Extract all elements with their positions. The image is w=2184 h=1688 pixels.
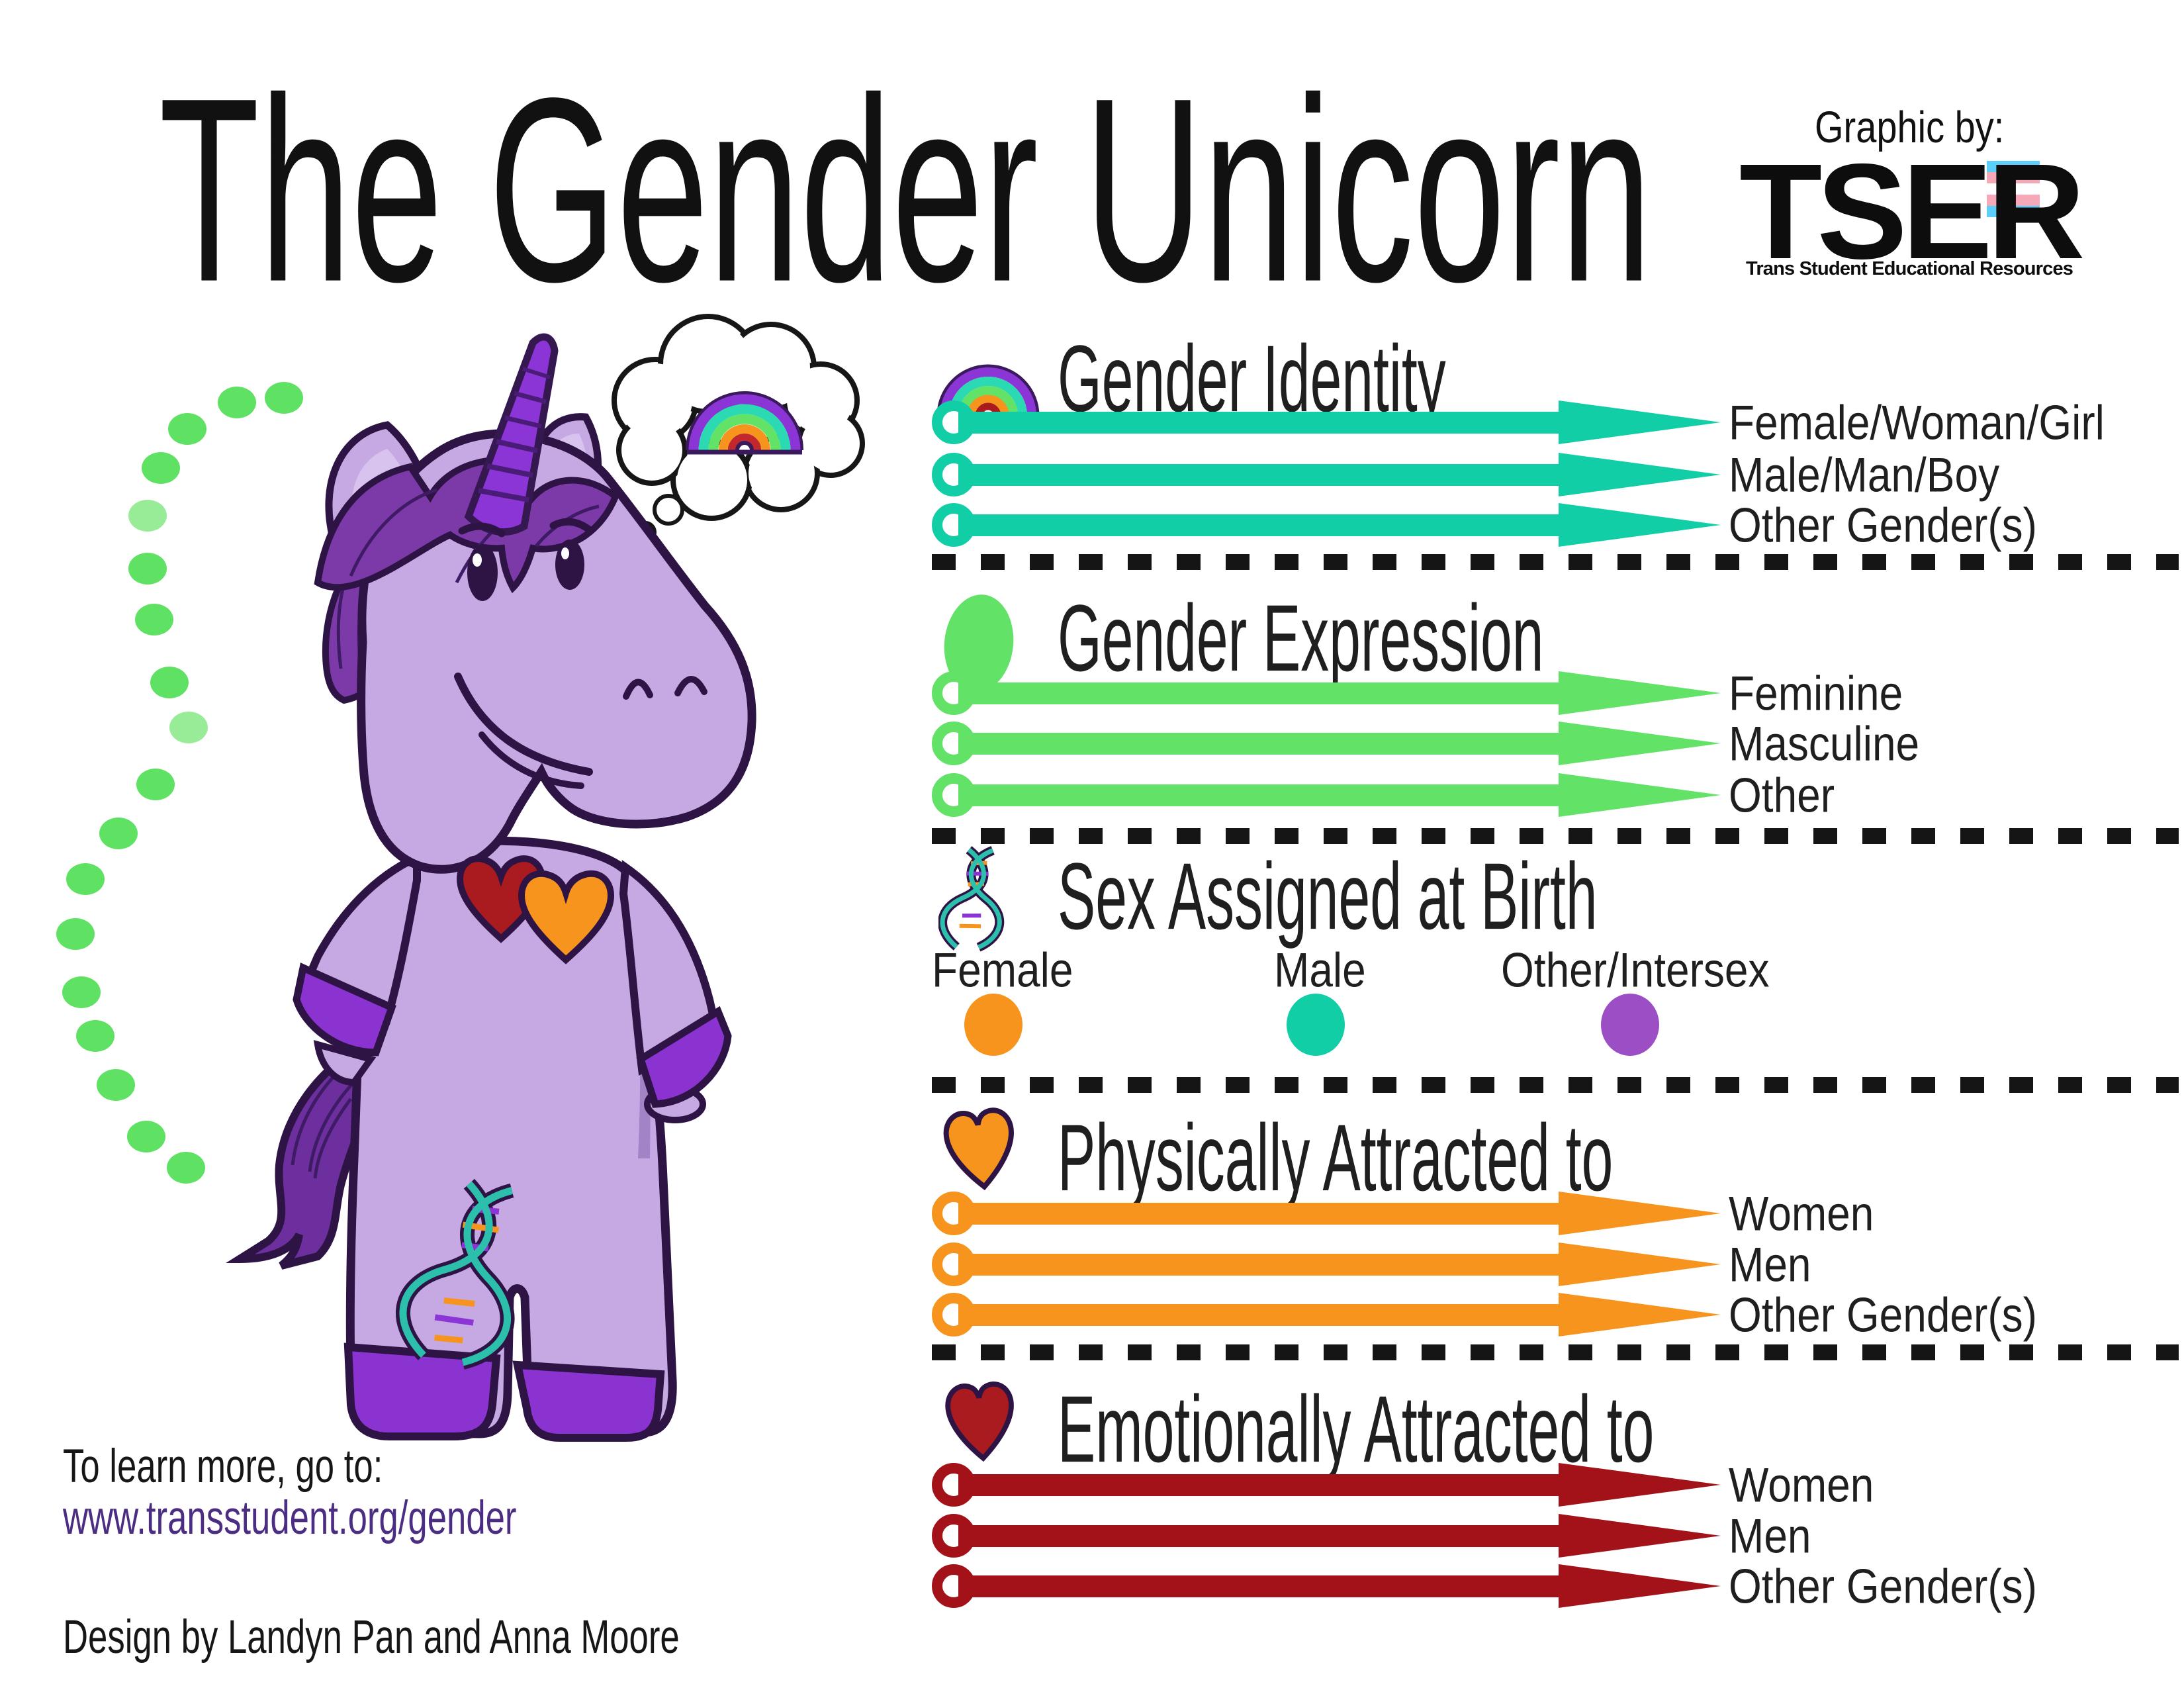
- unicorn-face: [454, 518, 707, 789]
- arrow-label: Women: [1729, 1457, 1874, 1513]
- arrow-label: Male/Man/Boy: [1729, 447, 2000, 502]
- arrow-label: Women: [1729, 1186, 1874, 1241]
- tser-logo: TSER: [1739, 136, 2085, 287]
- unicorn-body: [293, 836, 732, 1442]
- green-dot: [66, 863, 105, 895]
- unicorn-chest-hearts: [456, 855, 615, 964]
- green-dot: [99, 818, 138, 849]
- arrow: [932, 1463, 1721, 1507]
- red-heart-icon: [945, 1382, 1014, 1462]
- green-dot: [142, 452, 180, 484]
- green-dot: [218, 387, 256, 418]
- green-dot-icon: [944, 594, 1014, 692]
- arrow-label: Female/Woman/Girl: [1729, 395, 2105, 450]
- arrow: [932, 1293, 1721, 1336]
- arrow: [932, 722, 1721, 765]
- unicorn-illustration: [226, 333, 756, 1442]
- unicorn-tail: [226, 1031, 382, 1270]
- saab-option-label: Male: [1274, 942, 1366, 998]
- section-title-emotionally-attracted-to: Emotionally Attracted to: [1058, 1376, 1655, 1483]
- website-link[interactable]: www.transstudent.org/gender: [63, 1491, 517, 1545]
- dna-icon: [938, 846, 1005, 952]
- section-divider: [932, 1344, 2179, 1360]
- section-divider: [932, 554, 2179, 570]
- green-dot: [136, 769, 175, 800]
- green-dot: [62, 976, 101, 1008]
- green-dot: [150, 667, 189, 698]
- learn-more-text: To learn more, go to:: [63, 1440, 383, 1493]
- section-title-gender-expression: Gender Expression: [1058, 585, 1544, 692]
- arrow: [932, 1564, 1721, 1608]
- arrow-label: Other Gender(s): [1729, 1287, 2037, 1342]
- arrow: [932, 1243, 1721, 1286]
- unicorn-nostrils: [623, 679, 653, 700]
- arrow-label: Other: [1729, 767, 1835, 823]
- green-dot: [169, 712, 208, 743]
- unicorn-arm-cuff-right: [636, 1006, 732, 1108]
- unicorn-arm-cuff-left: [293, 962, 396, 1056]
- arrow-label: Other Gender(s): [1729, 1558, 2037, 1614]
- green-dot: [168, 413, 206, 445]
- section-divider: [932, 828, 2179, 844]
- saab-dot-male: [1287, 994, 1345, 1056]
- design-credit: Design by Landyn Pan and Anna Moore: [63, 1611, 680, 1664]
- arrow: [932, 503, 1721, 547]
- green-dot: [167, 1152, 205, 1184]
- poster-title: The Gender Unicorn: [159, 42, 1652, 337]
- tser-full-name: Trans Student Educational Resources: [1746, 258, 2073, 279]
- unicorn-leg-cuff-right: [512, 1360, 665, 1442]
- green-dot: [128, 553, 167, 585]
- arrow: [932, 400, 1721, 444]
- arrow: [932, 1514, 1721, 1558]
- arrow-label: Other Gender(s): [1729, 497, 2037, 553]
- green-dot: [56, 918, 95, 950]
- green-dot: [127, 1121, 165, 1152]
- saab-option-label: Other/Intersex: [1501, 942, 1770, 998]
- green-dot: [128, 500, 167, 532]
- section-divider: [932, 1077, 2179, 1093]
- section-title-physically-attracted-to: Physically Attracted to: [1058, 1105, 1614, 1211]
- arrow-label: Masculine: [1729, 716, 1920, 771]
- arrow: [932, 773, 1721, 817]
- green-dot: [265, 382, 303, 414]
- saab-dot-female: [964, 994, 1023, 1056]
- unicorn-eye-right: [555, 539, 584, 590]
- green-dot: [76, 1020, 114, 1052]
- unicorn-eye-left: [467, 544, 498, 601]
- green-dot: [97, 1069, 135, 1101]
- saab-option-label: Female: [932, 942, 1073, 998]
- green-dot: [135, 604, 173, 635]
- heart-orange: [518, 870, 615, 964]
- trans-flag-accent: [1987, 161, 2040, 217]
- rainbow-thought-icon: [686, 391, 803, 455]
- unicorn-leg-cuff-left: [343, 1342, 501, 1440]
- arrow-label: Feminine: [1729, 665, 1903, 721]
- arrow: [932, 1192, 1721, 1235]
- arrow: [932, 453, 1721, 496]
- unicorn-smile: [454, 673, 593, 776]
- arrow-label: Men: [1729, 1237, 1811, 1292]
- orange-heart-icon: [943, 1107, 1014, 1191]
- saab-dot-other-intersex: [1601, 994, 1659, 1056]
- unicorn-dna-tattoo: [396, 1178, 515, 1370]
- arrow-label: Men: [1729, 1508, 1811, 1564]
- arrow: [932, 671, 1721, 715]
- credit-heading: Graphic by:: [1815, 101, 2005, 152]
- section-title-sex-assigned-at-birth: Sex Assigned at Birth: [1058, 843, 1598, 950]
